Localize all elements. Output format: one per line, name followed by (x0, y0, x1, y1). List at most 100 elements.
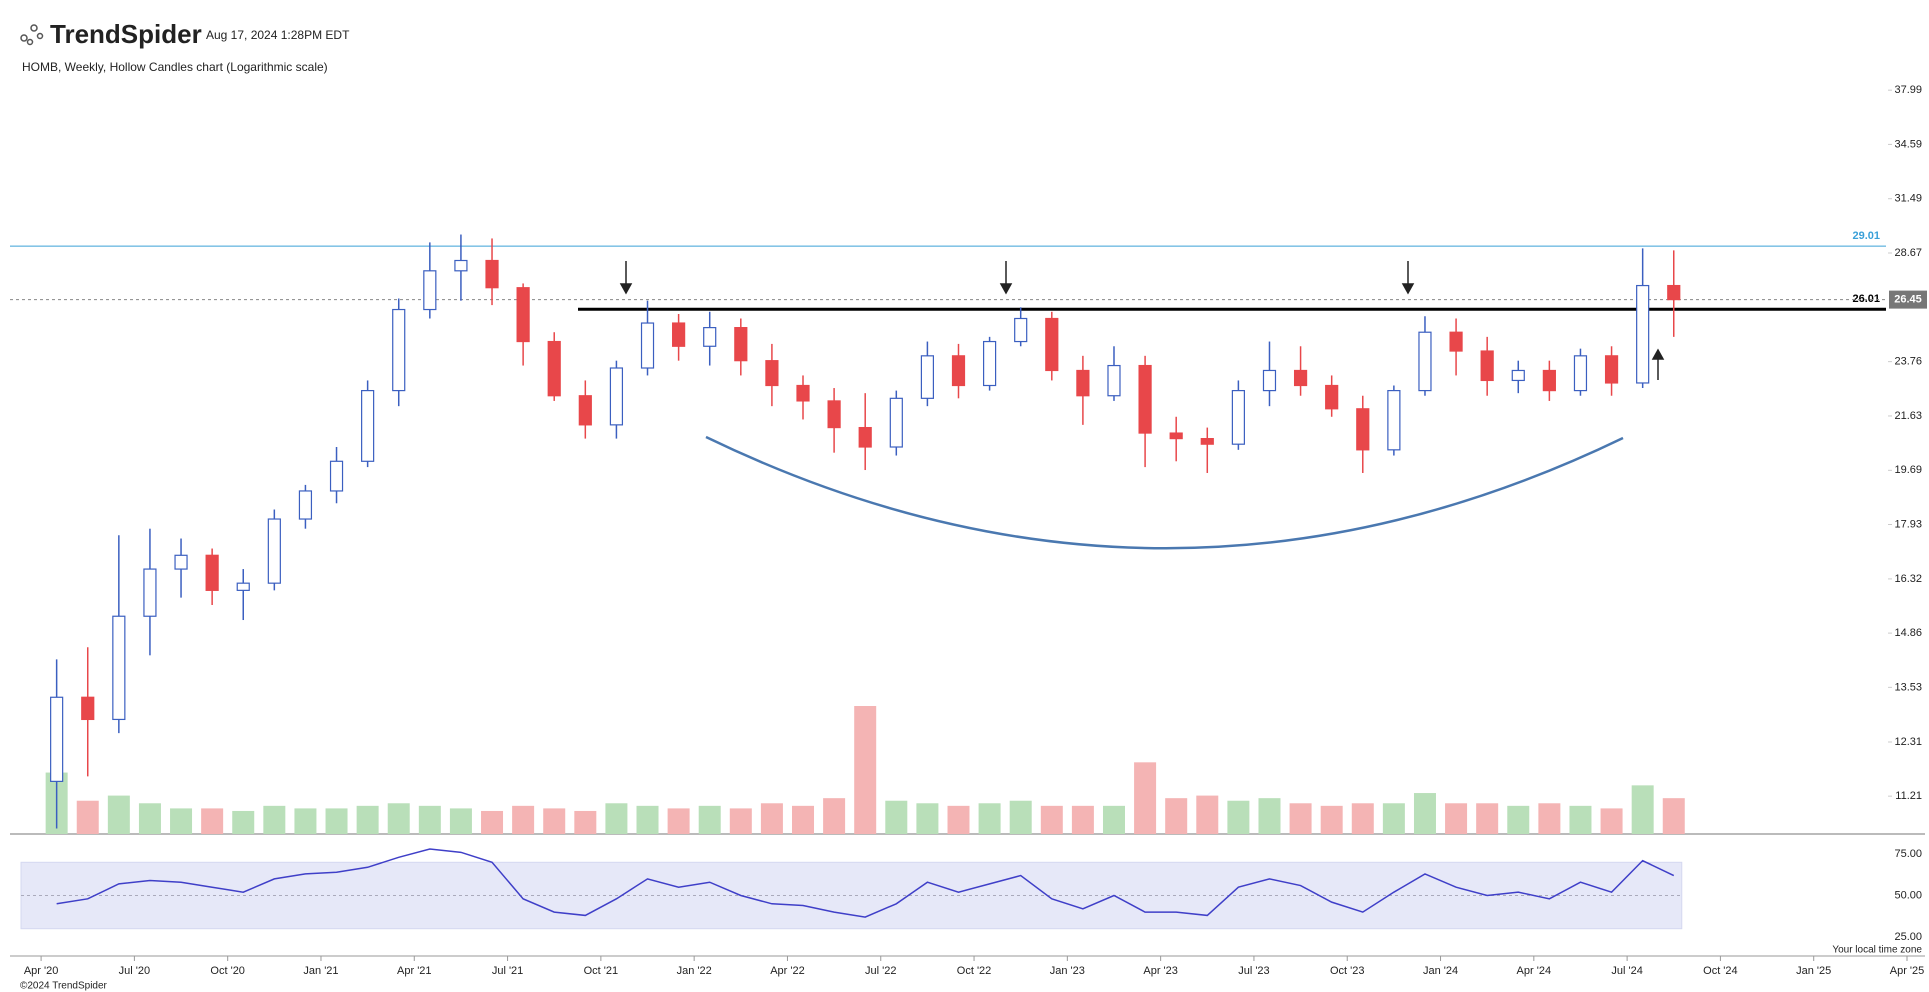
candle-body (236, 582, 250, 591)
volume-bar (263, 805, 286, 834)
x-tick-label: Apr '20 (24, 965, 59, 977)
y-tick-label: 34.59 (1894, 138, 1922, 150)
brand: TrendSpider (50, 19, 202, 49)
volume-bar (1227, 800, 1250, 834)
volume-bar (1476, 803, 1499, 834)
logo-icon (20, 24, 44, 46)
volume-bar (667, 808, 690, 834)
x-tick-label: Apr '22 (770, 965, 805, 977)
x-tick-label: Oct '23 (1330, 965, 1365, 977)
candle-body (1014, 317, 1028, 343)
x-tick-label: Apr '25 (1890, 965, 1925, 977)
volume-bar (605, 803, 628, 834)
volume-bar (1600, 808, 1623, 834)
candle-body (298, 490, 313, 520)
candle-body (454, 259, 468, 272)
volume-bar (1413, 793, 1436, 834)
volume-bar (356, 805, 379, 834)
y-tick-label: 17.93 (1894, 518, 1922, 530)
rsi-line (56, 848, 1675, 918)
candle-body (1200, 438, 1214, 445)
copyright: ©2024 TrendSpider (20, 981, 108, 992)
x-tick-label: Apr '21 (397, 965, 432, 977)
candle-body (267, 518, 281, 584)
x-tick-label: Jan '24 (1423, 965, 1458, 977)
candle-body (81, 696, 95, 721)
volume-bar (294, 808, 317, 834)
candle-body (982, 340, 997, 387)
candle-body (1511, 369, 1525, 382)
volume-bar (1165, 798, 1188, 834)
candle-body (143, 568, 157, 617)
y-tick-label: 28.67 (1894, 247, 1922, 259)
candle-body (112, 615, 126, 721)
candle-body (858, 426, 872, 448)
x-tick-label: Jan '25 (1796, 965, 1831, 977)
candle-body (1076, 369, 1090, 397)
rsi-tick-label: 50.00 (1894, 889, 1922, 901)
y-tick-label: 16.32 (1894, 573, 1922, 585)
volume-bar (1351, 803, 1374, 834)
y-tick-label: 19.69 (1894, 464, 1922, 476)
volume-bar (1258, 798, 1281, 834)
x-tick-label: Oct '20 (210, 965, 245, 977)
y-tick-label: 31.49 (1894, 193, 1922, 205)
volume-bar (1662, 798, 1685, 834)
candle-body (889, 397, 903, 448)
candle-body (1138, 364, 1152, 434)
volume-bar (1631, 785, 1654, 834)
candle-body (827, 400, 841, 429)
candle-body (1542, 369, 1556, 392)
price-label-box (1889, 290, 1927, 309)
timezone-note: Your local time zone (1832, 945, 1922, 956)
volume-bar (76, 800, 99, 834)
volume-bar (201, 808, 224, 834)
candle-body (1573, 355, 1588, 392)
x-tick-label: Jul '20 (119, 965, 150, 977)
volume-bar (512, 805, 535, 834)
volume-bar (418, 805, 441, 834)
rsi-tick-label: 25.00 (1894, 931, 1922, 943)
candle-body (1107, 364, 1121, 397)
candle-body (1356, 408, 1370, 451)
volume-bar (1134, 762, 1157, 834)
arrows (619, 261, 1665, 380)
volume-bar (1289, 803, 1312, 834)
candle-body (640, 322, 655, 369)
volume-bar (449, 808, 472, 834)
y-tick-label: 14.86 (1894, 627, 1922, 639)
candle-body (578, 395, 592, 426)
candle-body (951, 355, 966, 387)
x-tick-label: Apr '23 (1143, 965, 1178, 977)
x-tick-label: Jul '22 (865, 965, 896, 977)
candle-body (796, 384, 810, 402)
y-tick-label: 13.53 (1894, 681, 1922, 693)
volume-bar (947, 805, 970, 834)
candle-body (672, 322, 686, 347)
candle-body (392, 308, 406, 392)
volume-bar (698, 805, 721, 834)
cup-curve (705, 435, 1624, 550)
x-tick-label: Jan '21 (303, 965, 338, 977)
volume-bar (823, 798, 846, 834)
volume-bar (543, 808, 566, 834)
volume-bar (1445, 803, 1468, 834)
volume-bar (916, 803, 939, 834)
volume-bar (854, 706, 877, 834)
y-tick-label: 11.21 (1895, 790, 1922, 802)
volume-bar (1196, 795, 1219, 834)
volume-bar (1102, 805, 1125, 834)
candle-body (50, 696, 64, 782)
volume-bar (885, 800, 908, 834)
candle-body (205, 554, 219, 591)
x-tick-label: Oct '21 (584, 965, 619, 977)
candle-body (1418, 331, 1432, 392)
candle-body (703, 327, 717, 347)
volume-bar (1538, 803, 1561, 834)
volume-bar (1320, 805, 1343, 834)
y-tick-label: 21.63 (1894, 410, 1922, 422)
volume-bar (138, 803, 161, 834)
volume-bar (729, 808, 752, 834)
